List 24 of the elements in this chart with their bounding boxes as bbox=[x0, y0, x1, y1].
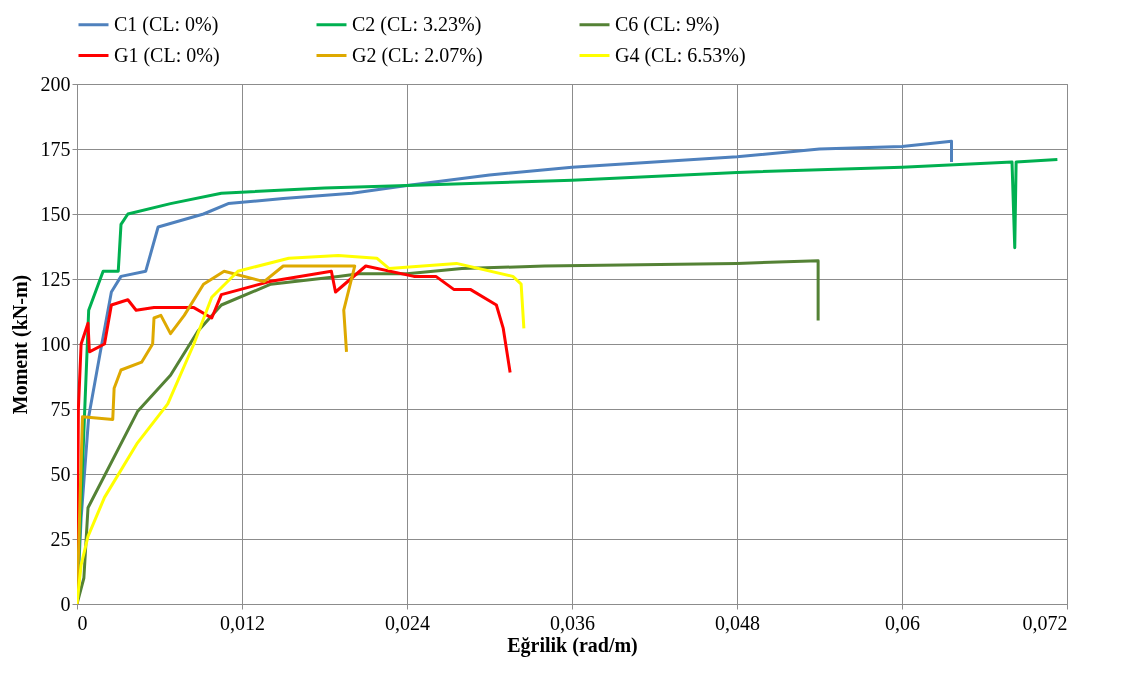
x-tick-label: 0,048 bbox=[715, 611, 760, 634]
y-tick-label: 0 bbox=[60, 592, 71, 615]
y-axis-title: Moment (kN-m) bbox=[8, 274, 32, 415]
x-tick-label: 0,012 bbox=[220, 611, 265, 634]
x-tick-label: 0,036 bbox=[550, 611, 595, 634]
y-tick-label: 175 bbox=[40, 137, 71, 160]
legend-label: C2 (CL: 3.23%) bbox=[352, 12, 482, 36]
legend-label: G4 (CL: 6.53%) bbox=[615, 43, 746, 67]
y-tick-label: 75 bbox=[50, 397, 71, 420]
y-tick-label: 50 bbox=[50, 462, 71, 485]
y-tick-label: 125 bbox=[40, 267, 71, 290]
legend-label: G1 (CL: 0%) bbox=[114, 43, 220, 67]
y-tick-label: 25 bbox=[50, 527, 71, 550]
y-tick-label: 150 bbox=[40, 202, 71, 225]
legend-label: C1 (CL: 0%) bbox=[114, 12, 219, 36]
legend-label: C6 (CL: 9%) bbox=[615, 12, 720, 36]
x-tick-label: 0 bbox=[77, 611, 88, 634]
legend-label: G2 (CL: 2.07%) bbox=[352, 43, 483, 67]
x-axis-title: Eğrilik (rad/m) bbox=[507, 633, 638, 657]
x-tick-label: 0,06 bbox=[885, 611, 920, 634]
x-tick-label: 0,072 bbox=[1022, 611, 1068, 634]
y-tick-label: 200 bbox=[40, 72, 71, 95]
y-tick-label: 100 bbox=[40, 332, 71, 355]
x-tick-label: 0,024 bbox=[385, 611, 430, 634]
